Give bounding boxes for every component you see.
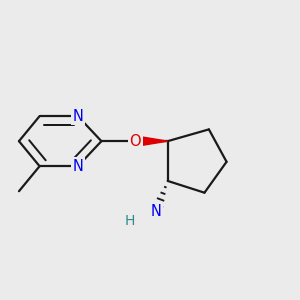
Text: N: N [151,204,161,219]
Text: H: H [124,214,135,228]
Text: O: O [130,134,141,149]
Polygon shape [135,136,168,146]
Text: N: N [72,159,83,174]
Text: N: N [72,109,83,124]
